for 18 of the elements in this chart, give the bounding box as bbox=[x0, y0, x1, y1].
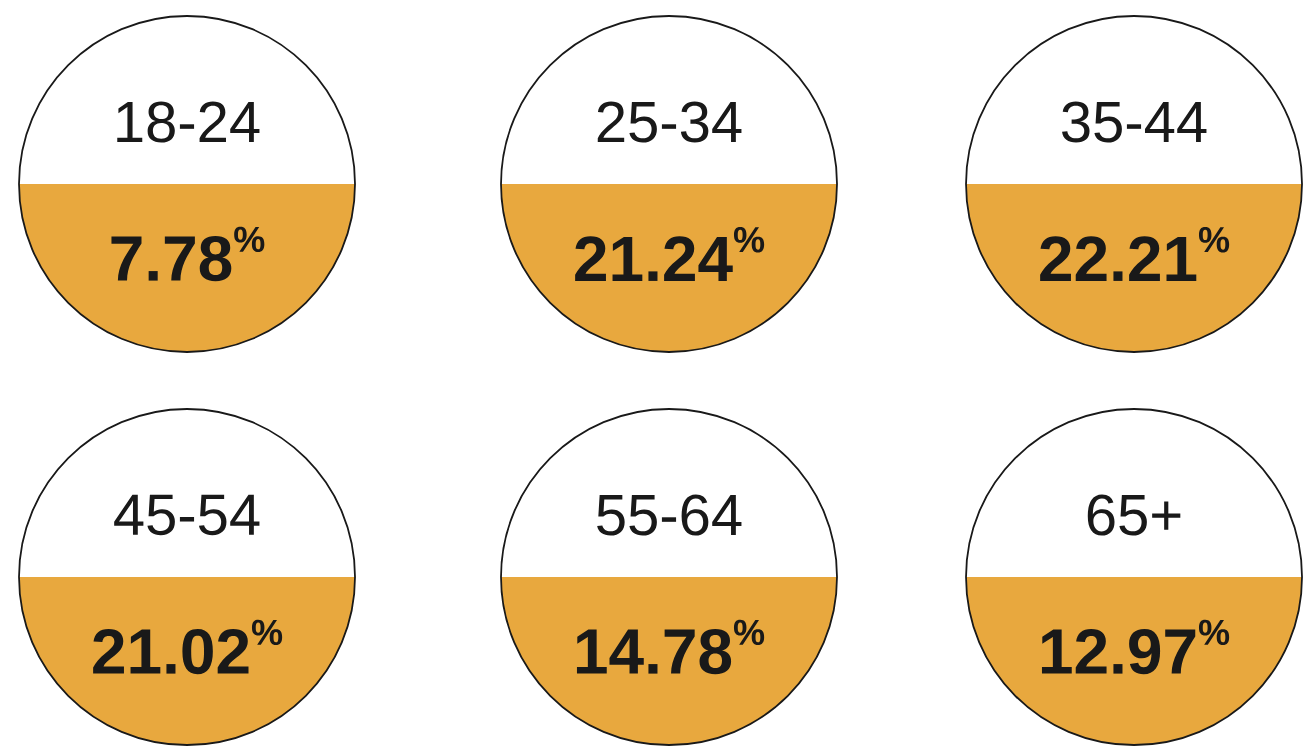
category-label: 55-64 bbox=[597, 494, 742, 536]
category-label: 18-24 bbox=[117, 101, 260, 143]
text: % bbox=[1198, 227, 1230, 253]
data-label: 22.21 bbox=[1040, 236, 1197, 281]
category-label: 45-54 bbox=[114, 494, 260, 536]
category-label: 65+ bbox=[1087, 494, 1181, 536]
data-label: 12.97 bbox=[1041, 628, 1196, 675]
text: % bbox=[234, 226, 265, 253]
category-label: 35-44 bbox=[1062, 101, 1207, 143]
data-label: 21.02 bbox=[93, 628, 249, 675]
text: % bbox=[1198, 619, 1230, 646]
data-label: 21.24 bbox=[575, 236, 733, 281]
category-label: 25-34 bbox=[597, 101, 742, 143]
data-label: 14.78 bbox=[576, 628, 732, 675]
text: % bbox=[733, 619, 765, 646]
data-label: 7.78 bbox=[111, 235, 232, 282]
text: % bbox=[733, 227, 765, 253]
text: % bbox=[251, 619, 283, 646]
